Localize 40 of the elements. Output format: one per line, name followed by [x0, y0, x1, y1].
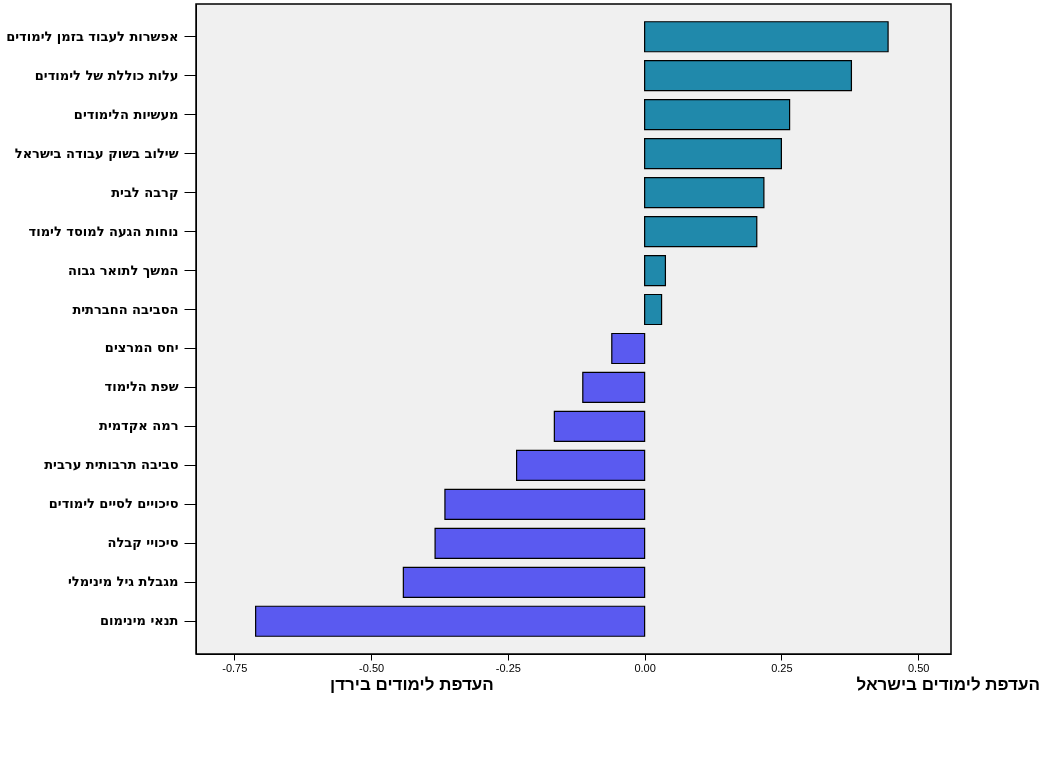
x-tick-label: -0.50 — [359, 661, 385, 674]
y-tick-label: נוחות הגעה למוסד לימוד — [28, 223, 179, 239]
bar — [611, 332, 646, 365]
bar — [644, 138, 782, 170]
x-tick-label: 0.00 — [634, 661, 656, 674]
y-tick-label: סיכויים לסיים לימודים — [48, 496, 179, 512]
y-tick-label: המשך לתואר גבוה — [68, 262, 179, 278]
bar — [255, 605, 646, 637]
y-tick-label: מגבלת גיל מינימלי — [68, 574, 179, 590]
y-tick-label: שילוב בשוק עבודה בישראל — [14, 145, 179, 161]
bar — [516, 449, 646, 481]
bar — [582, 371, 646, 404]
bar — [402, 566, 646, 598]
y-tick-label: עלות כוללת של לימודים — [34, 67, 179, 83]
x-tick-label: 0.25 — [771, 661, 793, 674]
y-tick-label: סיכויי קבלה — [107, 535, 179, 551]
y-tick-label: מעשיות הלימודים — [73, 106, 179, 122]
bar — [644, 254, 667, 287]
bar — [434, 527, 646, 559]
bar — [644, 21, 889, 53]
text: העדפת לימודים בירדן — [330, 675, 494, 695]
x-tick-label: 0.50 — [907, 661, 930, 674]
y-tick-label: תנאי מינימום — [100, 613, 179, 629]
y-tick-label: אפשרות לעבוד בזמן לימודים — [6, 28, 179, 44]
bar — [644, 99, 791, 131]
bar — [444, 488, 646, 520]
bar — [644, 177, 765, 209]
bar — [644, 293, 663, 326]
x-tick-label: -0.75 — [222, 661, 248, 674]
y-tick-label: סביבה תרבותית ערבית — [44, 457, 179, 473]
y-tick-label: יחס המרצים — [104, 340, 179, 356]
y-tick-label: הסביבה החברתית — [72, 301, 179, 317]
y-tick-label: שפת הלימוד — [104, 379, 179, 395]
x-tick-label: -0.25 — [495, 661, 521, 674]
y-tick-label: רמה אקדמית — [99, 418, 179, 434]
bar — [553, 410, 646, 443]
y-tick-label: קרבה לבית — [111, 184, 179, 200]
text: העדפת לימודים בישראל — [856, 675, 1040, 695]
bar — [644, 215, 758, 248]
bar — [644, 60, 853, 92]
